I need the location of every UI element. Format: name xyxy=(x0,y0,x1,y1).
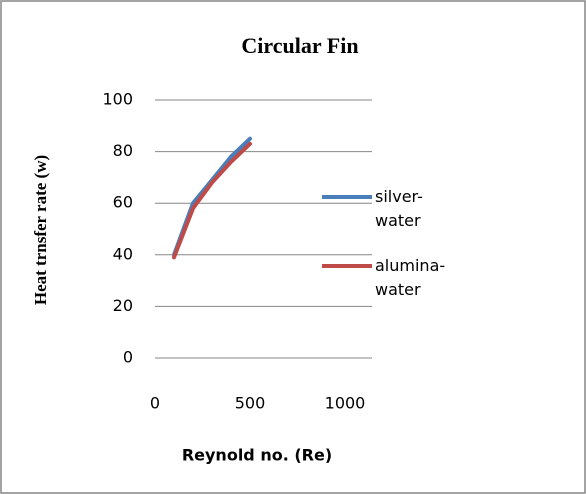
x-tick-label: 500 xyxy=(235,394,266,413)
legend-label: alumina-water xyxy=(375,256,446,299)
y-tick-label: 100 xyxy=(102,90,133,109)
y-axis-label: Heat trnsfer rate (w) xyxy=(31,155,50,305)
y-tick-label: 40 xyxy=(113,244,133,263)
series-line xyxy=(172,141,252,260)
y-tick-label: 20 xyxy=(113,296,133,315)
legend-entry: alumina-water xyxy=(375,256,446,299)
legend-label: silver-water xyxy=(375,187,423,230)
y-tick-label: 60 xyxy=(113,193,133,212)
legend-entry: silver-water xyxy=(375,187,423,230)
x-tick-label: 0 xyxy=(150,394,160,413)
y-tick-label: 80 xyxy=(113,141,133,160)
x-tick-label: 1000 xyxy=(325,394,366,413)
chart-title: Circular Fin xyxy=(241,33,358,58)
x-axis-label: Reynold no. (Re) xyxy=(182,446,332,465)
y-tick-label: 0 xyxy=(123,348,133,367)
